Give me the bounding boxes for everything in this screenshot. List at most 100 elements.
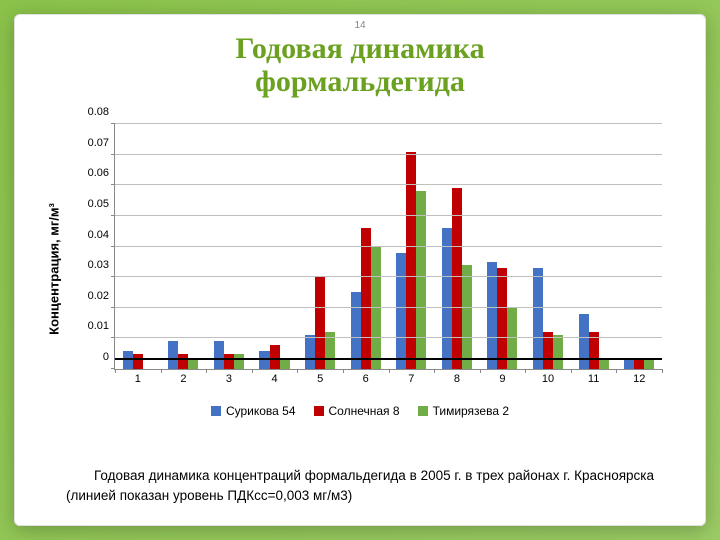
- bar: [168, 341, 178, 369]
- bar: [553, 335, 563, 369]
- legend-swatch: [314, 406, 324, 416]
- x-tick-mark: [343, 369, 344, 373]
- legend-swatch: [211, 406, 221, 416]
- title-line-2: формальдегида: [255, 65, 465, 98]
- bar: [178, 354, 188, 369]
- x-tick-label: 5: [317, 369, 323, 385]
- bar: [462, 265, 472, 369]
- legend-item: Солнечная 8: [314, 404, 400, 418]
- page-number: 14: [354, 20, 365, 31]
- y-tick-mark: [111, 337, 115, 338]
- bar: [234, 354, 244, 369]
- grid-line: [115, 307, 662, 308]
- slide: 14 Годовая динамика формальдегида Концен…: [14, 14, 706, 526]
- x-tick-mark: [389, 369, 390, 373]
- bar: [497, 268, 507, 369]
- y-tick-mark: [111, 307, 115, 308]
- bar: [442, 228, 452, 369]
- x-tick-mark: [571, 369, 572, 373]
- bar: [270, 345, 280, 370]
- bar: [533, 268, 543, 369]
- bar: [224, 354, 234, 369]
- legend: Сурикова 54 Солнечная 8 Тимирязева 2: [44, 404, 676, 418]
- x-tick-label: 8: [454, 369, 460, 385]
- x-tick-mark: [616, 369, 617, 373]
- bars-layer: [115, 124, 662, 369]
- x-tick-label: 7: [408, 369, 414, 385]
- y-tick-mark: [111, 276, 115, 277]
- y-tick-mark: [111, 154, 115, 155]
- x-tick-mark: [161, 369, 162, 373]
- y-tick-label: 0.02: [88, 290, 115, 302]
- bar: [188, 360, 198, 369]
- grid-line: [115, 154, 662, 155]
- bar: [416, 191, 426, 369]
- bar: [644, 360, 654, 369]
- x-tick-label: 2: [180, 369, 186, 385]
- chart-container: Концентрация, мг/м³ 00.010.020.030.040.0…: [44, 114, 676, 424]
- bar: [487, 262, 497, 369]
- legend-swatch: [418, 406, 428, 416]
- bar: [599, 360, 609, 369]
- grid-line: [115, 184, 662, 185]
- bar: [315, 277, 325, 369]
- legend-label: Тимирязева 2: [433, 404, 509, 418]
- bar: [579, 314, 589, 369]
- title-line-1: Годовая динамика: [235, 32, 484, 65]
- bar: [305, 335, 315, 369]
- bar: [280, 360, 290, 369]
- legend-label: Солнечная 8: [329, 404, 400, 418]
- bar: [361, 228, 371, 369]
- x-tick-label: 11: [588, 369, 599, 385]
- x-tick-mark: [480, 369, 481, 373]
- y-tick-label: 0.08: [88, 106, 115, 118]
- grid-line: [115, 123, 662, 124]
- x-tick-label: 10: [542, 369, 554, 385]
- bar: [634, 360, 644, 369]
- y-tick-label: 0.07: [88, 137, 115, 149]
- x-tick-mark: [252, 369, 253, 373]
- grid-line: [115, 246, 662, 247]
- legend-item: Сурикова 54: [211, 404, 296, 418]
- x-tick-mark: [115, 369, 116, 373]
- y-tick-label: 0.05: [88, 198, 115, 210]
- y-tick-label: 0.03: [88, 259, 115, 271]
- bar: [133, 354, 143, 369]
- x-tick-label: 9: [499, 369, 505, 385]
- plot-area: 00.010.020.030.040.050.060.070.081234567…: [114, 124, 662, 370]
- caption-text: Годовая динамика концентраций формальдег…: [66, 468, 654, 503]
- grid-line: [115, 276, 662, 277]
- y-tick-label: 0.06: [88, 167, 115, 179]
- legend-item: Тимирязева 2: [418, 404, 509, 418]
- caption: Годовая динамика концентраций формальдег…: [66, 466, 654, 507]
- grid-line: [115, 215, 662, 216]
- y-tick-label: 0.04: [88, 229, 115, 241]
- y-tick-mark: [111, 184, 115, 185]
- x-tick-mark: [525, 369, 526, 373]
- bar: [507, 308, 517, 369]
- x-tick-mark: [297, 369, 298, 373]
- bar: [371, 247, 381, 370]
- x-tick-label: 4: [271, 369, 277, 385]
- reference-line: [115, 358, 662, 360]
- x-tick-mark: [206, 369, 207, 373]
- x-tick-label: 6: [363, 369, 369, 385]
- bar: [396, 253, 406, 369]
- y-tick-mark: [111, 246, 115, 247]
- y-tick-mark: [111, 123, 115, 124]
- x-tick-label: 1: [135, 369, 141, 385]
- grid-line: [115, 337, 662, 338]
- bar: [624, 360, 634, 369]
- x-tick-label: 12: [633, 369, 645, 385]
- bar: [123, 351, 133, 369]
- x-tick-mark: [662, 369, 663, 373]
- x-tick-mark: [434, 369, 435, 373]
- x-tick-label: 3: [226, 369, 232, 385]
- bar: [214, 341, 224, 369]
- bar: [259, 351, 269, 369]
- y-tick-label: 0: [103, 351, 115, 363]
- slide-title: Годовая динамика формальдегида: [14, 32, 706, 98]
- y-tick-label: 0.01: [88, 320, 115, 332]
- y-tick-mark: [111, 215, 115, 216]
- legend-label: Сурикова 54: [226, 404, 296, 418]
